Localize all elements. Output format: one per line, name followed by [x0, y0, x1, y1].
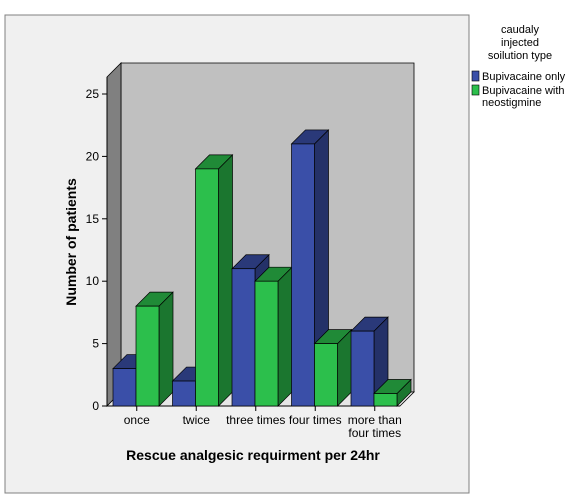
legend-title: caudaly: [501, 24, 539, 36]
legend-swatch: [471, 84, 480, 96]
bar: [194, 154, 234, 407]
bar: [313, 328, 353, 407]
x-tick-label: four times: [348, 426, 401, 440]
y-tick-label: 15: [86, 212, 100, 226]
bar-front: [135, 305, 160, 407]
bar: [254, 266, 293, 407]
legend-title: injected: [501, 37, 539, 49]
bar-side: [218, 154, 233, 407]
x-tick-label: more than: [348, 413, 402, 427]
legend-label: Bupivacaine only: [482, 71, 566, 83]
bar: [350, 316, 389, 407]
legend-title: soilution type: [488, 50, 552, 62]
bar-front: [291, 143, 315, 407]
y-tick-label: 5: [92, 337, 99, 351]
x-tick-label: three times: [226, 413, 285, 427]
bar: [135, 291, 174, 407]
x-tick-label: twice: [183, 413, 211, 427]
side-wall: [106, 62, 122, 407]
bar-front: [254, 280, 279, 407]
y-ticks: 0 5 10 15 20 25: [86, 87, 107, 413]
bar-side: [277, 266, 293, 407]
y-tick-label: 25: [86, 87, 100, 101]
y-tick-label: 0: [92, 399, 99, 413]
x-tick-label: once: [124, 413, 150, 427]
x-tick-label: four times: [289, 413, 342, 427]
bar-side: [158, 291, 174, 407]
bar-front: [373, 393, 398, 407]
legend-label: neostigmine: [482, 97, 541, 109]
bar-front: [231, 268, 256, 407]
y-tick-label: 20: [86, 149, 100, 163]
x-axis-title: Rescue analgesic requirment per 24hr: [126, 447, 380, 463]
legend-label: Bupivacaine with: [482, 85, 565, 97]
bars: [112, 129, 412, 407]
y-axis-title: Number of patients: [63, 178, 79, 306]
bar-front: [172, 380, 196, 407]
bar-front: [195, 168, 219, 407]
y-tick-label: 10: [86, 274, 100, 288]
legend-swatch: [471, 70, 480, 82]
bar-front: [112, 368, 137, 407]
bar-front: [350, 330, 375, 407]
bar: [373, 378, 412, 407]
bar-front: [314, 343, 338, 407]
x-ticks: once twice three times four times more thanf…: [124, 406, 402, 440]
